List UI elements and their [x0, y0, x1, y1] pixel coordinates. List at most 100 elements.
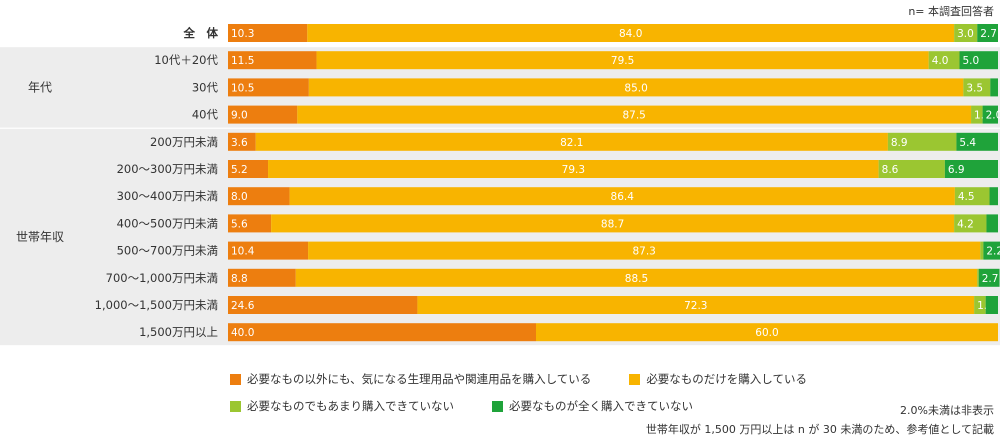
bar-segment-r2-s1 — [228, 51, 317, 70]
bar-segment-r5-s4 — [956, 132, 998, 151]
legend-item-3: 必要なものでもあまり購入できていない — [230, 398, 454, 414]
footnote-small-values: 2.0%未満は非表示 — [900, 404, 994, 417]
bar-segment-r9-s1 — [228, 241, 309, 260]
value-label-r11-s2: 72.3 — [684, 300, 707, 312]
category-label-6: 200～300万円未満 — [117, 162, 218, 176]
category-label-8: 400～500万円未満 — [117, 216, 218, 230]
category-label-9: 500～700万円未満 — [117, 244, 218, 258]
legend-item-4: 必要なものが全く購入できていない — [492, 398, 693, 414]
value-label-r6-s3: 8.6 — [882, 164, 899, 176]
value-label-r6-s2: 79.3 — [562, 164, 585, 176]
value-label-r10-s2: 88.5 — [625, 273, 648, 285]
bar-segment-r3-s1 — [228, 78, 309, 97]
bar-segment-r12-s2 — [536, 323, 998, 342]
bar-segment-r8-s4 — [986, 214, 998, 233]
category-label-1: 全 体 — [183, 26, 219, 40]
legend-label-3: 必要なものでもあまり購入できていない — [247, 399, 454, 413]
bar-segment-r6-s1 — [228, 160, 269, 178]
bar-segment-r7-s2 — [289, 187, 955, 206]
value-label-r2-s3: 4.0 — [932, 55, 949, 67]
bar-segment-r11-s1 — [228, 296, 418, 314]
bar-segment-r2-s2 — [316, 51, 929, 70]
bar-segment-r6-s4 — [944, 160, 998, 178]
value-label-r7-s1: 8.0 — [231, 191, 248, 203]
value-label-r7-s3: 4.5 — [958, 191, 975, 203]
bar-segment-r9-s4 — [983, 241, 1000, 260]
value-label-r3-s1: 10.5 — [231, 82, 254, 94]
value-label-r1-s4: 2.7 — [980, 28, 997, 40]
value-label-r2-s2: 79.5 — [611, 55, 634, 67]
value-label-r8-s3: 4.2 — [957, 218, 974, 230]
value-label-r5-s3: 8.9 — [891, 137, 908, 149]
bar-segment-r11-s2 — [417, 296, 975, 314]
value-label-r6-s4: 6.9 — [948, 164, 965, 176]
bar-segment-r7-s4 — [989, 187, 998, 206]
group-label-1: 年代 — [28, 80, 52, 94]
bar-segment-r8-s1 — [228, 214, 272, 233]
bar-segment-r4-s2 — [297, 105, 972, 124]
bar-segment-r4-s3 — [971, 105, 983, 124]
value-label-r10-s4: 2.7 — [982, 273, 999, 285]
category-label-5: 200万円未満 — [150, 135, 218, 149]
value-label-r3-s3: 3.5 — [966, 82, 983, 94]
value-label-r10-s1: 8.8 — [231, 273, 248, 285]
category-label-4: 40代 — [192, 108, 219, 122]
legend-swatch-4 — [492, 400, 503, 412]
legend-swatch-1 — [230, 373, 241, 385]
bar-segment-r1-s2 — [307, 24, 955, 42]
legend-swatch-3 — [230, 400, 241, 412]
value-label-r5-s2: 82.1 — [560, 137, 583, 149]
bar-segment-r9-s3 — [980, 241, 984, 260]
footnote-reference: 世帯年収が 1,500 万円以上は n が 30 未満のため、参考値として記載 — [645, 423, 994, 436]
value-label-r8-s2: 88.7 — [601, 218, 624, 230]
bar-segment-r7-s3 — [954, 187, 990, 206]
value-label-r2-s4: 5.0 — [963, 55, 980, 67]
bar-segment-r10-s4 — [978, 268, 1000, 287]
value-label-r6-s1: 5.2 — [231, 164, 248, 176]
sample-note: n= 本調査回答者 — [908, 5, 994, 18]
value-label-r12-s1: 40.0 — [231, 327, 254, 339]
category-label-11: 1,000～1,500万円未満 — [95, 298, 218, 312]
value-label-r12-s2: 60.0 — [755, 327, 778, 339]
bar-segment-r1-s4 — [977, 24, 998, 42]
value-label-r1-s2: 84.0 — [619, 28, 642, 40]
legend-label-2: 必要なものだけを購入している — [646, 372, 807, 386]
bar-segment-r11-s4 — [985, 296, 998, 314]
bar-segment-r5-s3 — [887, 132, 957, 151]
value-label-r4-s2: 87.5 — [622, 110, 645, 122]
value-label-r5-s1: 3.6 — [231, 137, 248, 149]
bar-segment-r11-s3 — [974, 296, 986, 314]
value-label-r1-s1: 10.3 — [231, 28, 254, 40]
value-label-r4-s4: 2.0 — [986, 110, 1000, 122]
category-label-12: 1,500万円以上 — [139, 325, 218, 339]
bar-segment-r2-s3 — [928, 51, 960, 70]
category-label-10: 700～1,000万円未満 — [106, 271, 218, 285]
legend-swatch-2 — [629, 373, 641, 385]
legend-row-2: 必要なものでもあまり購入できていない 必要なものが全く購入できていない — [230, 398, 723, 414]
value-label-r8-s1: 5.6 — [231, 218, 248, 230]
group-label-2: 世帯年収 — [16, 230, 64, 244]
bar-segment-r3-s4 — [990, 78, 998, 97]
bar-segment-r9-s2 — [308, 241, 981, 260]
value-label-r9-s1: 10.4 — [231, 246, 255, 258]
value-label-r9-s4: 2.2 — [986, 246, 1000, 258]
value-label-r2-s1: 11.5 — [231, 55, 254, 67]
legend-label-4: 必要なものが全く購入できていない — [509, 399, 693, 413]
value-label-r9-s2: 87.3 — [632, 246, 655, 258]
category-label-3: 30代 — [192, 80, 219, 94]
bar-segment-r12-s1 — [228, 323, 536, 342]
value-label-r5-s4: 5.4 — [959, 137, 976, 149]
bar-segment-r1-s3 — [954, 24, 978, 42]
bar-segment-r4-s1 — [228, 105, 298, 124]
bar-segment-r4-s4 — [982, 105, 998, 124]
category-label-2: 10代＋20代 — [154, 53, 218, 67]
value-label-r7-s2: 86.4 — [611, 191, 635, 203]
value-label-r11-s1: 24.6 — [231, 300, 255, 312]
legend-label-1: 必要なもの以外にも、気になる生理用品や関連用品を購入している — [247, 372, 592, 386]
bar-segment-r7-s1 — [228, 187, 290, 206]
bar-segment-r3-s2 — [308, 78, 964, 97]
value-label-r1-s3: 3.0 — [957, 28, 974, 40]
bar-segment-r10-s2 — [295, 268, 978, 287]
bar-segment-r5-s1 — [228, 132, 256, 151]
